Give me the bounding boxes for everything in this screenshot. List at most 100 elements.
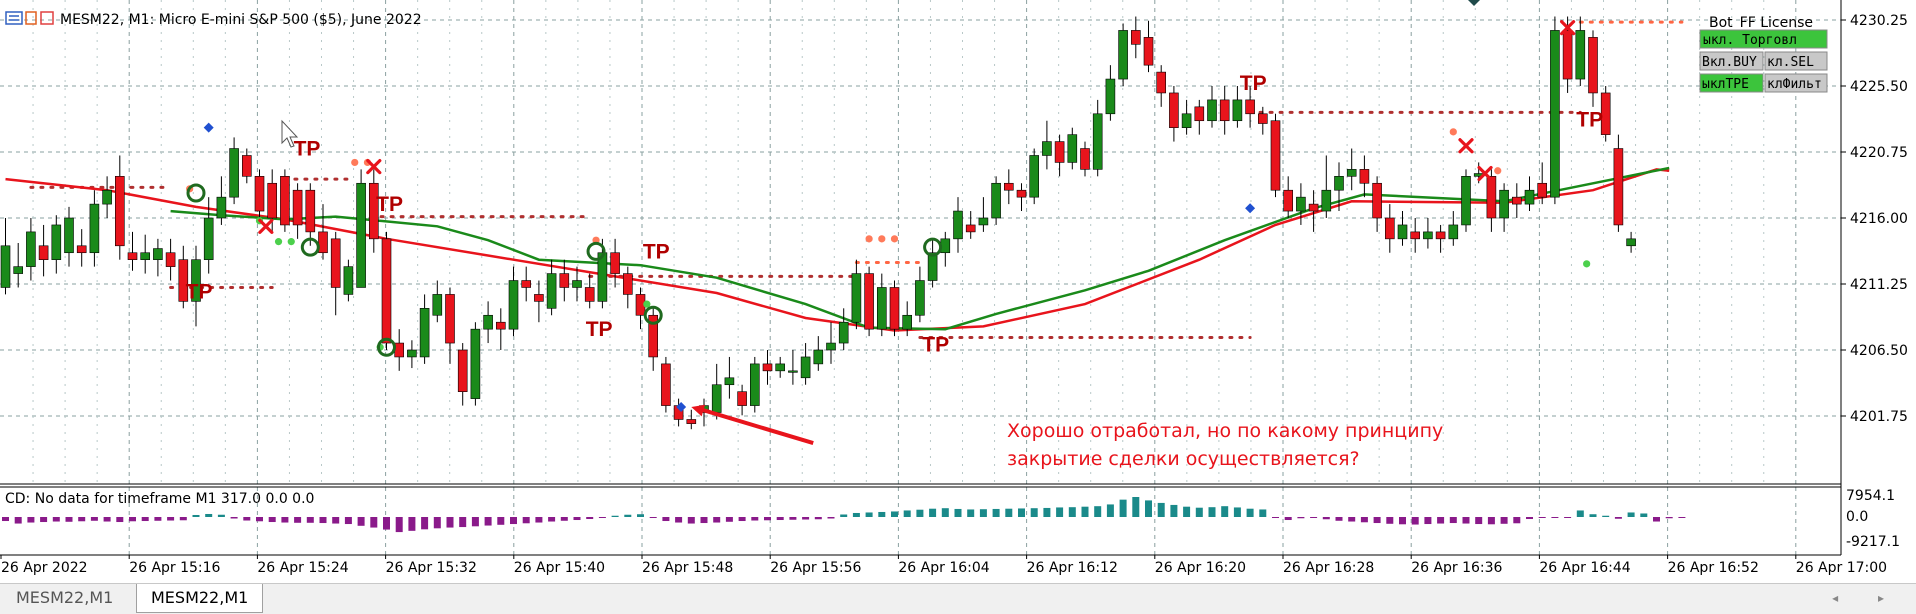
tab-scroll-arrows[interactable]: ◂ ▸	[1832, 591, 1902, 605]
candle-bear	[254, 176, 265, 212]
histogram-bar	[408, 517, 416, 531]
candle-bull	[1181, 113, 1192, 128]
chart-tab[interactable]: MESM22,M1	[16, 588, 114, 607]
histogram-bar	[40, 517, 48, 523]
histogram-bar	[1475, 517, 1483, 525]
histogram-bar	[1678, 517, 1686, 518]
chart-canvas[interactable]: 4230.25 4225.50 4220.75 4216.00 4211.25 4206.…	[0, 0, 1916, 583]
candle-bear	[1600, 92, 1611, 135]
histogram-bar	[2, 517, 9, 522]
candle-bull	[749, 363, 760, 406]
candle-bear	[1169, 92, 1179, 128]
diamond-marker	[1245, 203, 1256, 214]
histogram-bar	[1310, 517, 1318, 519]
candle-bull	[978, 217, 989, 226]
candle-bull	[1207, 99, 1217, 122]
histogram-bar	[1602, 515, 1610, 517]
histogram-bar	[586, 517, 594, 520]
candle-bull	[343, 266, 354, 295]
trade-panel-icon[interactable]	[40, 11, 54, 25]
price-tick-label: 4230.25	[1850, 13, 1908, 29]
histogram-bar	[1576, 510, 1584, 517]
time-tick-label: 26 Apr 16:20	[1155, 560, 1246, 576]
indicator-level-top: 7954.1	[1846, 488, 1895, 504]
trading-toggle-label: ыкл. Торговл	[1703, 33, 1797, 48]
histogram-bar	[268, 517, 276, 523]
candle-bull	[102, 189, 112, 205]
candle-bear	[1143, 37, 1154, 66]
time-axis: 26 Apr 2022 26 Apr 15:16 26 Apr 15:24 26 Ap…	[0, 555, 1887, 576]
candle-bull	[1524, 189, 1535, 205]
candle-bear	[292, 189, 303, 226]
histogram-bar	[1094, 506, 1102, 517]
candle-bull	[13, 266, 23, 274]
histogram-bar	[484, 517, 492, 526]
tp-label: TP	[586, 318, 613, 341]
histogram-bar	[370, 517, 378, 528]
candle-bear	[368, 182, 379, 240]
histogram-bar	[814, 517, 822, 520]
histogram-bar	[1653, 517, 1660, 522]
candle-bear	[115, 176, 125, 247]
indicator-level-zero: 0.0	[1846, 509, 1868, 525]
candle-bear	[280, 176, 290, 226]
candle-bull	[1626, 238, 1636, 247]
candle-bear	[1308, 203, 1319, 212]
time-tick-label: 26 Apr 16:28	[1283, 560, 1374, 576]
shift-marker-icon[interactable]	[1468, 0, 1480, 6]
histogram-bar	[1030, 508, 1038, 517]
annotation-line-2: закрытие сделки осуществляется?	[1007, 448, 1360, 470]
histogram-bar	[1424, 517, 1432, 525]
histogram-bar	[1411, 517, 1419, 525]
sell-toggle-button[interactable]	[1764, 51, 1828, 71]
candle-bull	[775, 363, 786, 372]
signal-circle	[923, 237, 943, 257]
histogram-bar	[1335, 517, 1343, 521]
histogram-bar	[383, 517, 390, 530]
price-tick-label: 4206.50	[1850, 343, 1908, 359]
tp-label: TP	[376, 193, 403, 216]
candle-bear	[1372, 182, 1382, 219]
trend-toggle-button[interactable]	[1699, 73, 1764, 93]
candle-bull	[953, 210, 963, 240]
histogram-bar	[1018, 508, 1025, 517]
time-tick-label: 26 Apr 15:48	[642, 560, 733, 576]
signal-dot-green	[643, 300, 651, 308]
histogram-bar	[725, 517, 733, 522]
exit-cross-marker	[366, 158, 382, 175]
histogram-bar	[1564, 517, 1572, 518]
filter-toggle-button[interactable]	[1764, 73, 1828, 93]
histogram-bar	[192, 514, 200, 517]
buy-toggle-button[interactable]	[1699, 51, 1764, 71]
trading-toggle-button[interactable]	[1699, 29, 1828, 49]
candle-bull	[597, 252, 608, 302]
histogram-bar	[916, 509, 924, 517]
histogram-bar	[954, 508, 962, 517]
candle-bear	[737, 391, 747, 406]
candle-bear	[1410, 231, 1420, 240]
mouse-cursor-icon	[281, 119, 299, 148]
one-click-icon[interactable]	[25, 11, 37, 25]
histogram-bar	[433, 517, 441, 529]
candle-bear	[76, 245, 87, 254]
histogram-bar	[1462, 517, 1470, 524]
histogram-bar	[1322, 517, 1330, 520]
candle-bull	[915, 280, 925, 316]
chart-header: MESM22, M1: Micro E-mini S&P 500 ($5), J…	[5, 11, 422, 28]
bot-panel: Bot_FF License ыкл. Торговл Вкл.BUY кл.S…	[1699, 15, 1828, 93]
candle-bear	[330, 238, 341, 288]
candle-bull	[470, 328, 481, 399]
candle-bear	[584, 287, 595, 302]
histogram-bar	[154, 517, 162, 521]
time-tick-label: 26 Apr 16:04	[898, 560, 989, 576]
trade-markers: TP TP TP TP TP TP TP TP	[186, 20, 1603, 412]
candle-bear	[305, 189, 316, 233]
candle-bear	[864, 273, 874, 330]
histogram-bar	[1233, 507, 1241, 517]
buy-toggle-label: Вкл.BUY	[1702, 55, 1757, 70]
chart-menu-icon[interactable]	[5, 11, 23, 25]
chart-tab-active[interactable]: MESM22,M1	[136, 584, 264, 613]
histogram-bar	[116, 517, 124, 523]
signal-dot-green	[1583, 260, 1591, 268]
tp-label: TP	[294, 137, 321, 160]
